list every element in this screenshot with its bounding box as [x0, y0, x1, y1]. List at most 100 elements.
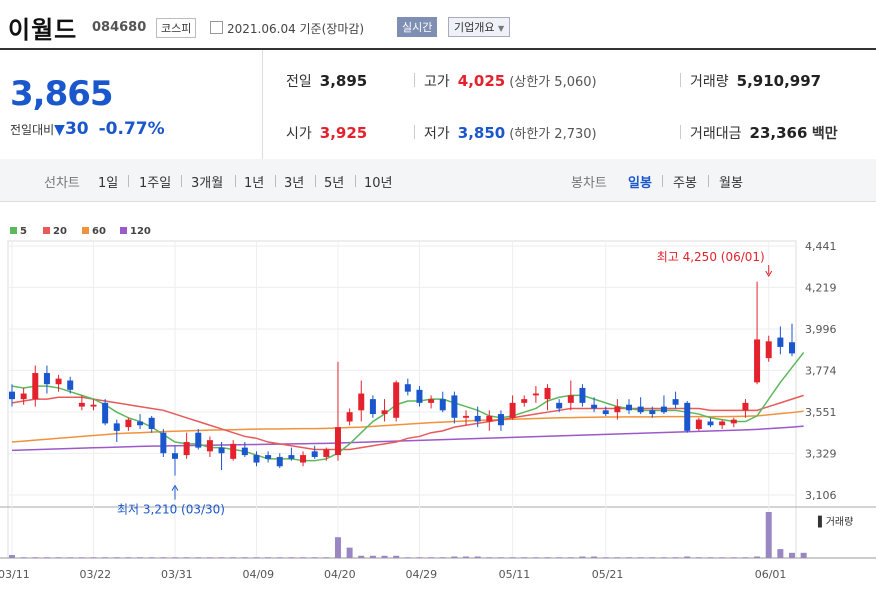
- candle-body: [684, 402, 691, 431]
- candle-body: [719, 421, 726, 426]
- candle-body: [730, 419, 737, 424]
- high-value: 4,025: [457, 72, 506, 90]
- legend-ma5-label: 5: [20, 226, 27, 237]
- volume-bar: [9, 555, 15, 558]
- volume-bar: [195, 557, 202, 559]
- tab-weekly[interactable]: 주봉: [673, 176, 697, 191]
- volume-bar: [334, 537, 341, 558]
- volume-bar: [218, 557, 225, 559]
- volume-bar: [137, 557, 144, 559]
- volume-bar: [55, 557, 62, 559]
- candle-body: [765, 341, 772, 359]
- divider: [680, 73, 681, 87]
- quote-panel: 3,865 전일대비▼30 -0.77% 전일 3,895 시가 3,925 고가 4,…: [0, 48, 876, 162]
- candle-body: [265, 455, 272, 459]
- volume-bar: [90, 557, 97, 559]
- trade-amount: 거래대금 23,366 백만: [690, 123, 838, 143]
- realtime-button[interactable]: 실시간: [397, 17, 438, 37]
- prev-close-value: 3,895: [319, 72, 368, 90]
- volume-bar: [253, 557, 260, 559]
- volume-bar: [148, 557, 155, 559]
- company-overview-label: 기업개요: [454, 21, 495, 34]
- volume-bar: [381, 555, 388, 558]
- chevron-down-icon: ▼: [497, 24, 505, 33]
- candle-body: [102, 402, 109, 424]
- volume-bar: [509, 557, 516, 559]
- tab-1d[interactable]: 1일: [98, 176, 119, 191]
- volume-stat: 거래량 5,910,997: [690, 71, 821, 91]
- candle-body: [672, 399, 679, 405]
- volume-bar: [241, 557, 248, 559]
- volume-bar: [684, 556, 691, 558]
- tab-daily[interactable]: 일봉: [628, 176, 652, 191]
- candle-body: [253, 455, 260, 463]
- candle-body: [695, 419, 702, 429]
- legend-ma5: 5: [10, 226, 27, 237]
- current-price: 3,865: [10, 74, 114, 114]
- candle-body: [579, 387, 586, 403]
- divider: [414, 125, 415, 139]
- candle-body: [195, 432, 202, 448]
- volume-bar: [544, 557, 551, 559]
- candle-body: [591, 404, 598, 409]
- low-value: 3,850: [457, 124, 506, 142]
- tab-3y[interactable]: 3년: [284, 176, 305, 191]
- divider: [680, 125, 681, 139]
- candle-body: [509, 402, 516, 418]
- volume-bar: [765, 512, 772, 558]
- volume-bar: [719, 557, 726, 559]
- volume-bar: [649, 557, 656, 559]
- line-chart-label: 선차트: [44, 176, 80, 191]
- candle-body: [311, 451, 318, 457]
- candle-body: [160, 432, 167, 454]
- volume-bar: [171, 557, 178, 559]
- prev-close: 전일 3,895: [286, 71, 367, 91]
- divider: [235, 175, 236, 187]
- tab-10y[interactable]: 10년: [364, 176, 393, 191]
- candle-body: [206, 440, 213, 452]
- change-label: 전일대비: [10, 123, 55, 137]
- price-box: 3,865 전일대비▼30 -0.77%: [0, 50, 263, 161]
- volume-bar: [672, 557, 679, 559]
- candle-body: [707, 421, 714, 426]
- tab-1w[interactable]: 1주일: [139, 176, 172, 191]
- tab-3m[interactable]: 3개월: [191, 176, 224, 191]
- volume-bar: [393, 555, 400, 558]
- volume-bar: [358, 555, 365, 558]
- candle-body: [67, 380, 74, 390]
- divider: [275, 175, 276, 187]
- ma60-swatch: [82, 227, 89, 234]
- y-tick-label: 3,774: [805, 364, 837, 377]
- y-tick-label: 4,219: [805, 281, 837, 294]
- tab-monthly[interactable]: 월봉: [719, 176, 743, 191]
- volume-bar: [660, 557, 667, 559]
- volume-bar: [602, 557, 609, 559]
- divider: [414, 73, 415, 87]
- candle-body: [148, 417, 155, 429]
- candle-body: [626, 404, 633, 411]
- divider: [708, 175, 709, 187]
- candle-body: [474, 415, 481, 422]
- volume-bar: [497, 557, 504, 559]
- candle-body: [113, 423, 120, 431]
- quote-date: 2021.06.04 기준(장마감): [210, 20, 364, 37]
- candle-body: [346, 412, 353, 422]
- change-amount: 30: [64, 119, 89, 139]
- lower-limit: (하한가 2,730): [509, 127, 597, 142]
- low-price: 저가 3,850 (하한가 2,730): [424, 123, 597, 143]
- x-tick-label: 04/20: [324, 568, 356, 581]
- candle-body: [171, 453, 178, 459]
- legend-ma60-label: 60: [92, 226, 106, 237]
- ma60-line: [11, 410, 804, 443]
- candle-body: [416, 389, 423, 403]
- candle-body: [556, 402, 563, 409]
- candle-body: [300, 455, 307, 463]
- volume-bar: [777, 549, 784, 558]
- tab-5y[interactable]: 5년: [324, 176, 345, 191]
- ma120-swatch: [120, 227, 127, 234]
- candle-body: [125, 419, 132, 428]
- quote-date-text: 2021.06.04 기준(장마감): [227, 22, 365, 36]
- low-annotation: 최저 3,210 (03/30): [117, 503, 225, 517]
- company-overview-button[interactable]: 기업개요 ▼: [448, 17, 511, 37]
- tab-1y[interactable]: 1년: [244, 176, 265, 191]
